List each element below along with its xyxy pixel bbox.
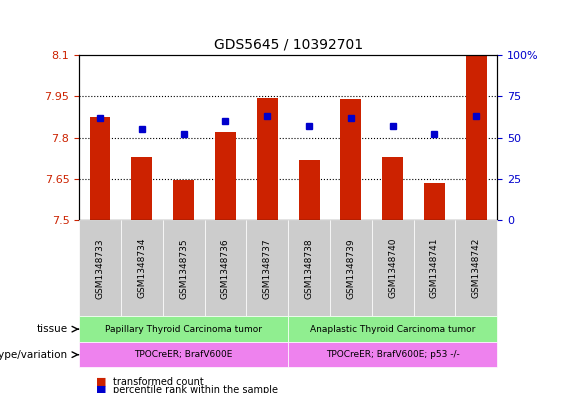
Bar (89, 117, 111, 220)
Bar (173, 180, 194, 220)
Bar (131, 157, 153, 220)
Title: GDS5645 / 10392701: GDS5645 / 10392701 (214, 37, 363, 51)
Bar (382, 157, 403, 220)
Text: genotype/variation: genotype/variation (0, 350, 68, 360)
Text: ■: ■ (96, 377, 107, 387)
Bar (340, 99, 361, 220)
Text: Papillary Thyroid Carcinoma tumor: Papillary Thyroid Carcinoma tumor (105, 325, 262, 334)
Text: GSM1348738: GSM1348738 (305, 238, 314, 299)
Text: GSM1348736: GSM1348736 (221, 238, 230, 299)
Bar (215, 132, 236, 220)
Text: GSM1348733: GSM1348733 (95, 238, 105, 299)
Text: Anaplastic Thyroid Carcinoma tumor: Anaplastic Thyroid Carcinoma tumor (310, 325, 475, 334)
Text: TPOCreER; BrafV600E; p53 -/-: TPOCreER; BrafV600E; p53 -/- (326, 350, 459, 359)
Text: transformed count: transformed count (113, 377, 204, 387)
Bar (466, 55, 486, 220)
Text: percentile rank within the sample: percentile rank within the sample (113, 385, 278, 393)
Text: ■: ■ (96, 385, 107, 393)
Text: GSM1348739: GSM1348739 (346, 238, 355, 299)
Text: GSM1348734: GSM1348734 (137, 238, 146, 298)
Text: GSM1348742: GSM1348742 (472, 238, 481, 298)
Bar (298, 160, 319, 220)
Text: GSM1348741: GSM1348741 (430, 238, 439, 298)
Bar (424, 183, 445, 220)
Text: GSM1348735: GSM1348735 (179, 238, 188, 299)
Text: GSM1348740: GSM1348740 (388, 238, 397, 298)
Bar (257, 97, 278, 220)
Text: tissue: tissue (37, 324, 68, 334)
Text: TPOCreER; BrafV600E: TPOCreER; BrafV600E (134, 350, 233, 359)
Text: GSM1348737: GSM1348737 (263, 238, 272, 299)
